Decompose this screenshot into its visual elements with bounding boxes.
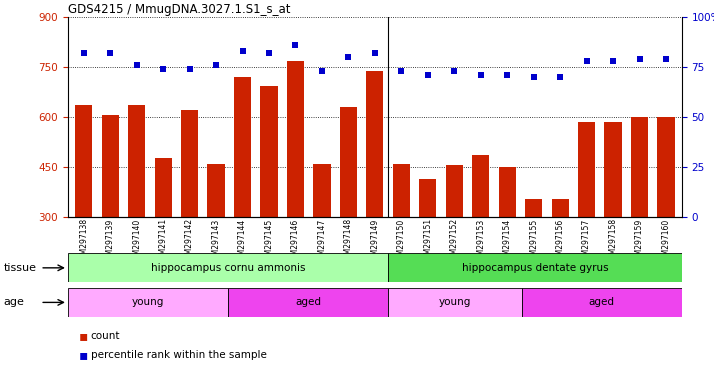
Bar [631,117,648,217]
Bar [522,288,682,317]
Bar [525,199,542,217]
Bar [181,111,198,217]
Point [290,42,301,48]
Text: GDS4215 / MmugDNA.3027.1.S1_s_at: GDS4215 / MmugDNA.3027.1.S1_s_at [68,3,291,16]
Text: young: young [132,297,164,308]
Text: age: age [4,297,24,308]
Text: hippocampus cornu ammonis: hippocampus cornu ammonis [151,263,306,273]
Point [263,50,275,56]
Bar [287,61,304,217]
Point [396,68,407,74]
Point [581,58,593,64]
Point [448,68,460,74]
Point [501,72,513,78]
Point [660,56,672,62]
Point [104,50,116,56]
Text: percentile rank within the sample: percentile rank within the sample [91,350,266,360]
Bar [388,288,522,317]
Point [211,62,222,68]
Bar [261,86,278,217]
Bar [366,71,383,217]
Text: hippocampus dentate gyrus: hippocampus dentate gyrus [462,263,608,273]
Bar [101,116,119,217]
Bar [75,106,92,217]
Text: young: young [439,297,471,308]
Bar [393,164,410,217]
Bar [228,288,388,317]
Point [78,50,89,56]
Point [343,54,354,60]
Bar [605,122,622,217]
Bar [498,167,516,217]
Text: ▪: ▪ [79,329,88,343]
Text: tissue: tissue [4,263,36,273]
Point [634,56,645,62]
Point [528,74,539,80]
Point [131,62,142,68]
Bar [658,117,675,217]
Bar [472,156,489,217]
Point [184,66,196,72]
Bar [340,107,357,217]
Text: ▪: ▪ [79,348,88,362]
Bar [388,253,682,282]
Bar [551,199,569,217]
Bar [68,253,388,282]
Bar [446,166,463,217]
Bar [68,288,228,317]
Point [369,50,381,56]
Text: aged: aged [295,297,321,308]
Bar [313,164,331,217]
Point [475,72,486,78]
Point [157,66,169,72]
Bar [419,179,436,217]
Bar [128,106,145,217]
Bar [578,122,595,217]
Point [316,68,328,74]
Bar [234,77,251,217]
Point [237,48,248,54]
Text: count: count [91,331,120,341]
Bar [208,164,225,217]
Text: aged: aged [589,297,615,308]
Bar [154,158,171,217]
Point [608,58,619,64]
Point [422,72,433,78]
Point [554,74,565,80]
